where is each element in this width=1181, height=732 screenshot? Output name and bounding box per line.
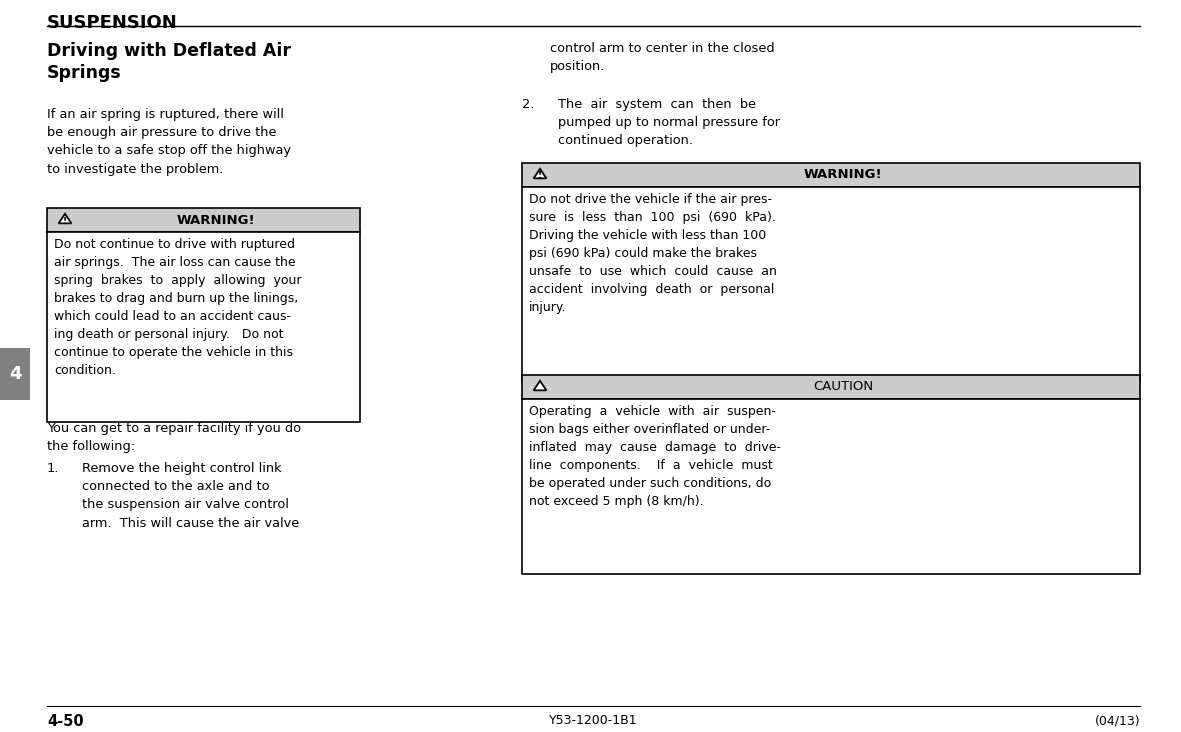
Text: Do not continue to drive with ruptured
air springs.  The air loss can cause the
: Do not continue to drive with ruptured a… [54, 238, 301, 377]
FancyBboxPatch shape [47, 232, 360, 422]
Text: !: ! [537, 171, 542, 181]
Polygon shape [534, 381, 547, 390]
Text: 1.: 1. [47, 462, 59, 475]
Text: Y53-1200-1B1: Y53-1200-1B1 [549, 714, 638, 727]
FancyBboxPatch shape [0, 348, 30, 400]
FancyBboxPatch shape [522, 375, 1140, 399]
Text: 4: 4 [8, 365, 21, 383]
Text: !: ! [63, 217, 67, 225]
Polygon shape [59, 214, 71, 223]
Text: 2.: 2. [522, 98, 534, 111]
Text: Do not drive the vehicle if the air pres-
sure  is  less  than  100  psi  (690  : Do not drive the vehicle if the air pres… [529, 193, 777, 314]
FancyBboxPatch shape [47, 208, 360, 232]
Text: Operating  a  vehicle  with  air  suspen-
sion bags either overinflated or under: Operating a vehicle with air suspen- sio… [529, 405, 781, 508]
Polygon shape [534, 169, 547, 179]
FancyBboxPatch shape [522, 163, 1140, 187]
Text: The  air  system  can  then  be
pumped up to normal pressure for
continued opera: The air system can then be pumped up to … [557, 98, 779, 147]
Text: You can get to a repair facility if you do
the following:: You can get to a repair facility if you … [47, 422, 301, 453]
FancyBboxPatch shape [522, 399, 1140, 574]
Text: CAUTION: CAUTION [813, 381, 873, 394]
Text: WARNING!: WARNING! [176, 214, 255, 226]
Text: control arm to center in the closed
position.: control arm to center in the closed posi… [550, 42, 775, 73]
Text: 4-50: 4-50 [47, 714, 84, 729]
Text: Remove the height control link
connected to the axle and to
the suspension air v: Remove the height control link connected… [81, 462, 299, 529]
Text: Driving with Deflated Air
Springs: Driving with Deflated Air Springs [47, 42, 291, 81]
Text: (04/13): (04/13) [1095, 714, 1140, 727]
Text: If an air spring is ruptured, there will
be enough air pressure to drive the
veh: If an air spring is ruptured, there will… [47, 108, 291, 176]
FancyBboxPatch shape [522, 187, 1140, 382]
Text: SUSPENSION: SUSPENSION [47, 14, 178, 32]
Text: WARNING!: WARNING! [804, 168, 882, 182]
